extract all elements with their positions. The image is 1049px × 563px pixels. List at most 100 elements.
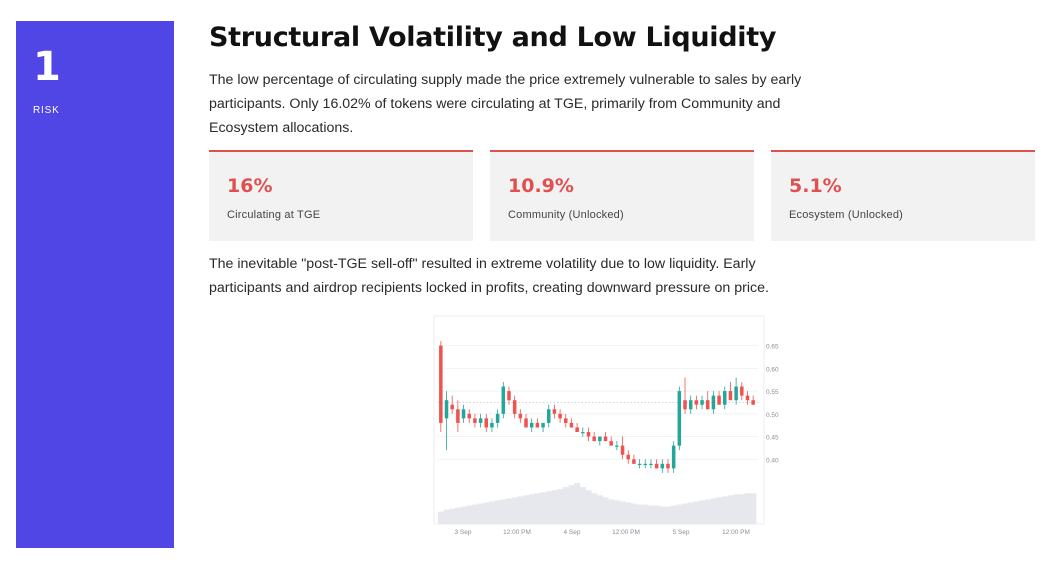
candle-down [592,436,596,442]
volume-bar [500,499,507,524]
volume-bar [619,501,626,524]
candle-up [615,445,619,447]
volume-bar [602,497,609,524]
candle-up [495,413,500,423]
volume-bar [557,489,564,524]
volume-bar [438,511,444,524]
volume-bar [687,502,694,524]
volume-bar [568,485,575,524]
volume-bar [716,497,723,524]
volume-bar [676,504,683,524]
candle-down [456,409,460,423]
candle-up [711,395,716,410]
volume-bar [738,494,745,524]
candle-up [723,391,727,405]
volume-bar [659,506,666,524]
candle-down [564,418,568,423]
volume-bar [744,493,751,524]
candle-down [467,413,471,419]
volume-bar [648,505,655,524]
x-tick-label: 3 Sep [455,529,472,536]
volume-bar [704,499,711,524]
y-tick-label: 0.50 [766,412,779,419]
volume-bar [625,502,632,524]
candle-up [529,422,534,428]
volume-bar [693,501,700,524]
candle-down [518,413,523,419]
y-tick-label: 0.45 [766,435,779,442]
candle-up [581,432,585,434]
candle-down [552,409,557,414]
candle-down [558,413,562,419]
volume-bar [608,499,615,524]
candle-down [620,445,625,455]
price-chart: 0.40 0.45 0.50 0.55 0.60 0.65 3 Sep 12:00 PM 4 S… [430,312,790,542]
candle-down [626,454,630,460]
stat-label: Circulating at TGE [227,209,321,221]
volume-bar [506,498,513,524]
candle-down [609,441,613,446]
stat-label: Community (Unlocked) [508,209,624,221]
volume-bar [682,503,689,524]
volume-bar [562,487,569,524]
volume-bar [477,503,484,524]
risk-number: 1 [33,44,61,90]
candle-up [649,463,653,466]
intro-paragraph: The low percentage of circulating supply… [209,72,802,136]
candle-down [751,400,755,405]
candle-down [728,391,733,401]
risk-label: RISK [33,105,60,116]
candle-up [700,400,704,405]
candle-up [478,418,483,423]
volume-bar [579,487,586,524]
volume-bar [460,506,467,524]
stat-value: 5.1% [789,175,842,197]
candle-down [683,400,687,410]
y-tick-label: 0.60 [766,366,779,373]
volume-bar [733,494,740,524]
volume-bar [631,503,638,524]
candle-down [473,418,477,423]
y-tick-label: 0.40 [766,457,779,464]
sell-off-paragraph: The inevitable "post-TGE sell-off" resul… [209,256,769,296]
volume-bar [517,496,524,524]
candle-up [598,436,602,442]
volume-bar [494,500,501,524]
stat-value: 16% [227,175,273,197]
volume-bar [721,496,728,524]
x-tick-label: 4 Sep [564,529,581,536]
candle-up [501,386,506,414]
volume-bar [489,501,496,524]
volume-bar [636,504,643,524]
volume-bar [699,500,706,524]
volume-bar [750,493,757,524]
volume-bar [472,504,479,524]
volume-bar [511,497,518,524]
candle-down [575,427,579,432]
volume-bar [653,505,660,524]
stat-card-circulating: 16% Circulating at TGE [209,150,473,241]
candle-down [439,345,443,423]
volume-bar [528,494,535,524]
candle-down [740,386,744,396]
volume-bar [710,498,717,524]
candlestick-chart-svg: 0.40 0.45 0.50 0.55 0.60 0.65 3 Sep 12:00 PM 4 S… [433,315,779,536]
volume-bar [455,507,462,524]
candle-down [484,418,489,428]
candle-up [734,386,738,401]
candle-up [546,409,551,423]
stat-card-ecosystem: 5.1% Ecosystem (Unlocked) [771,150,1035,241]
volume-bar [665,506,672,524]
volume-bar [540,492,547,524]
volume-bar [466,505,473,524]
candle-up [677,391,682,446]
y-tick-label: 0.55 [766,389,779,396]
volume-bar [545,491,552,524]
candle-down [632,459,636,464]
candle-down [569,422,574,428]
volume-bar [670,505,677,524]
volume-bar [585,490,592,524]
candle-down [745,395,750,401]
stat-card-community: 10.9% Community (Unlocked) [490,150,754,241]
candle-up [541,422,545,428]
